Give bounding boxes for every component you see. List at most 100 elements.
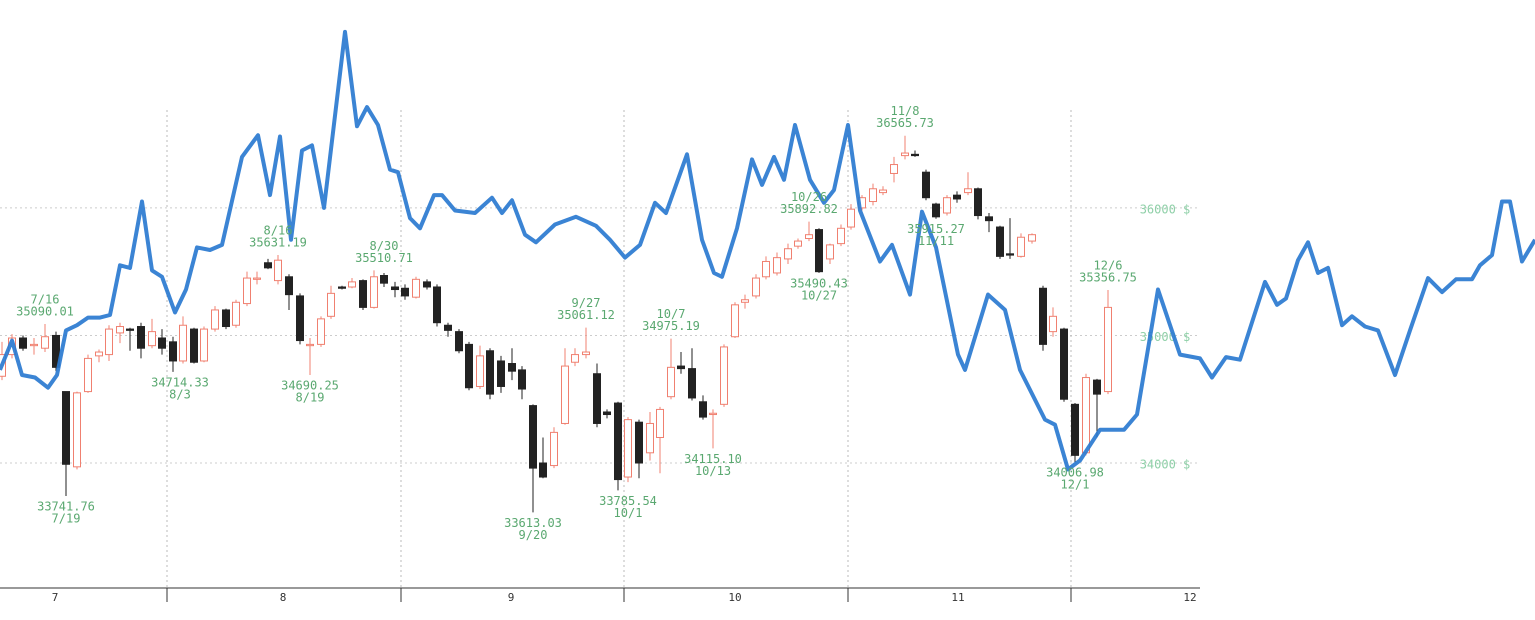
candle-body [1039,287,1047,345]
candle-body [508,363,516,372]
candle-body [126,328,134,331]
annotation-value: 33785.54 [599,494,657,508]
candle-body [635,421,643,464]
annotation-value: 35892.82 [780,202,838,216]
candle-body [444,324,452,331]
annotation-value: 35090.01 [16,304,74,318]
candle-body [190,328,198,363]
annotation-value: 34690.25 [281,378,339,392]
candle-body [401,287,409,297]
annotation-date: 8/30 [370,239,399,253]
candle-body [561,365,569,424]
candle-body [773,257,781,274]
annotation-value: 36565.73 [876,116,934,130]
candle-body [1017,236,1025,257]
candle-body [901,152,909,157]
candle-body [52,334,60,368]
annotation-date: 10/26 [791,190,827,204]
annotation-value: 33741.76 [37,499,95,513]
candle-body [837,227,845,245]
annotation-date: 10/7 [657,307,686,321]
annotation-date: 11/8 [891,104,920,118]
x-tick-label: 9 [508,591,515,604]
candle-body [148,331,156,347]
annotation-value: 35631.19 [249,235,307,249]
candle-body [486,350,494,395]
candle-body [922,171,930,199]
candle-body [30,343,38,347]
candle-body [890,164,898,174]
annotation-date: 10/1 [614,506,643,520]
candle-body [359,280,367,308]
x-tick-label: 8 [280,591,287,604]
candle-body [752,277,760,297]
candle-body [656,408,664,438]
candle-body [985,216,993,222]
candle-body [211,309,219,330]
candle-body [794,240,802,247]
candle-body [518,369,526,390]
annotation-value: 35356.75 [1079,270,1137,284]
annotation-date: 7/16 [31,292,60,306]
candle-body [1028,234,1036,242]
candle-body [953,194,961,200]
annotation-date: 10/27 [801,288,837,302]
candle-body [285,276,293,296]
candle-body [433,286,441,324]
candle-body [476,355,484,387]
candle-body [731,304,739,338]
candle-body [996,226,1004,257]
candle-body [1104,306,1112,393]
y-tick-label: 34000 $ [1140,458,1191,472]
annotation-value: 35510.71 [355,251,413,265]
candle-body [688,368,696,399]
y-tick-label: 36000 $ [1140,202,1191,216]
annotation-value: 34115.10 [684,452,742,466]
candle-body [624,419,632,478]
candle-body [306,343,314,347]
annotation-date: 9/20 [519,528,548,542]
candle-body [932,203,940,218]
candle-body [974,188,982,217]
candle-body [296,295,304,342]
candle-body [943,197,951,214]
candle-body [529,405,537,469]
annotation-date: 7/19 [52,511,81,525]
annotation-value: 34975.19 [642,319,700,333]
candle-body [677,365,685,370]
candle-body [137,326,145,349]
candle-body [1071,403,1079,456]
candle-body [805,234,813,240]
candle-body [709,412,717,416]
candle-body [62,391,70,465]
candle-body [412,278,420,298]
candle-body [274,259,282,282]
candle-body [169,341,177,362]
candle-body [1060,328,1068,400]
candle-body [614,402,622,481]
x-tick-label: 12 [1183,591,1196,604]
annotation-value: 35915.27 [907,222,965,236]
candle-body [847,208,855,228]
candle-body [699,401,707,418]
candle-body [879,189,887,194]
candle-body [41,336,49,349]
candle-body [179,324,187,362]
annotation-date: 8/16 [264,223,293,237]
candle-body [1082,377,1090,454]
candle-body [84,357,92,393]
annotation-value: 33613.03 [504,516,562,530]
candle-body [911,153,919,157]
candle-body [232,301,240,326]
annotation-date: 8/19 [296,390,325,404]
candle-body [667,366,675,398]
candle-body [105,328,113,356]
candle-body [964,188,972,194]
annotation-value: 34006.98 [1046,466,1104,480]
candle-body [815,229,823,273]
annotation-date: 12/1 [1061,478,1090,492]
candle-body [370,276,378,308]
candle-body [391,286,399,291]
